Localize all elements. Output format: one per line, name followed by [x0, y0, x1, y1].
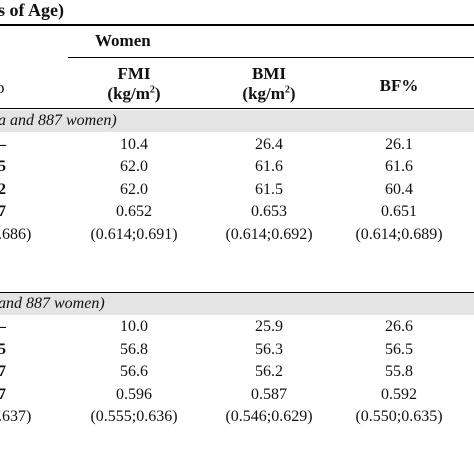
table-cell: 56.2 [255, 363, 283, 380]
table-cell: 10.0 [120, 318, 148, 335]
table-cell: 55.8 [385, 363, 413, 380]
row-label: 7 [0, 386, 6, 403]
section-band-2 [0, 293, 474, 315]
row-label: – [0, 136, 6, 154]
section-rule-2 [0, 292, 474, 293]
column-header-bmi-label: BMI [252, 64, 286, 83]
table-cell: 0.653 [251, 203, 287, 220]
group-header-women: Women [95, 31, 151, 50]
table-cell: (0.550;0.635) [355, 408, 443, 425]
row-label: .637) [0, 408, 32, 425]
table-cell: 0.651 [381, 203, 417, 220]
table-cell: 61.6 [385, 158, 413, 175]
row-label: 7 [0, 363, 6, 380]
column-header-bf-label: BF% [379, 76, 419, 95]
table-cell: 26.4 [255, 136, 283, 153]
row-label: 5 [0, 341, 6, 358]
table-cell: 56.6 [120, 363, 148, 380]
table-cell: 0.592 [381, 386, 417, 403]
table-cell: 62.0 [120, 158, 148, 175]
column-header-bmi-unit: (kg/m2) [242, 84, 296, 103]
section-band-1 [0, 110, 474, 132]
row-label: 2 [0, 181, 6, 198]
table-cell: 0.587 [251, 386, 287, 403]
table-cell: 10.4 [120, 136, 148, 153]
column-header-bf: BF% [329, 76, 469, 96]
table-cell: 61.6 [255, 158, 283, 175]
table-cell: 56.8 [120, 341, 148, 358]
table-cell: (0.614;0.689) [355, 226, 443, 243]
row-label: – [0, 318, 6, 336]
header-rule [0, 108, 474, 109]
table-cell: (0.555;0.636) [90, 408, 178, 425]
column-header-fmi-unit: (kg/m2) [107, 84, 161, 103]
table-cell: (0.614;0.692) [225, 226, 313, 243]
table-cell: 56.5 [385, 341, 413, 358]
left-column-header: o [0, 78, 5, 97]
table-cell: 26.6 [385, 318, 413, 335]
table-cell: (0.614;0.691) [90, 226, 178, 243]
top-rule [0, 24, 474, 26]
row-label: 7 [0, 203, 6, 220]
table-title: s of Age) [0, 0, 64, 20]
table-cell: 0.652 [116, 203, 152, 220]
table-cell: 62.0 [120, 181, 148, 198]
column-header-fmi: FMI (kg/m2) [64, 64, 204, 104]
column-header-fmi-label: FMI [117, 64, 151, 83]
row-label: .686) [0, 226, 32, 243]
section-label-2: and 887 women) [0, 295, 105, 312]
table-cell: 61.5 [255, 181, 283, 198]
table-cell: (0.546;0.629) [225, 408, 313, 425]
table-cell: 26.1 [385, 136, 413, 153]
row-label: 5 [0, 158, 6, 175]
group-underline [68, 57, 474, 58]
column-header-bmi: BMI (kg/m2) [199, 64, 339, 104]
table-cell: 0.596 [116, 386, 152, 403]
table-cell: 60.4 [385, 181, 413, 198]
section-label-1: a and 887 women) [0, 112, 117, 129]
table-cell: 25.9 [255, 318, 283, 335]
table-cell: 56.3 [255, 341, 283, 358]
